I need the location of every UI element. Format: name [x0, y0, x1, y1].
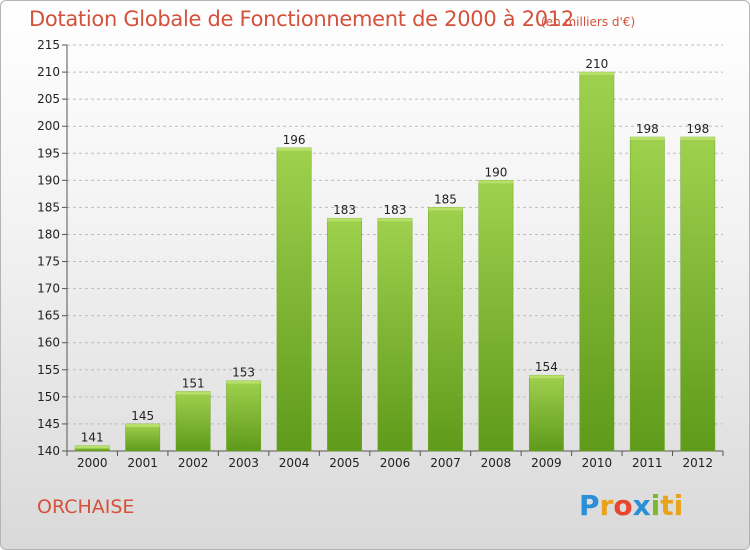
- bar-2004: [276, 147, 312, 452]
- bar-highlight-2004: [276, 147, 312, 151]
- x-tick-label-2008: 2008: [481, 456, 512, 470]
- bar-highlight-2012: [680, 137, 715, 141]
- y-tick-label: 210: [37, 65, 60, 79]
- x-tick-label-2011: 2011: [632, 456, 663, 470]
- bar-highlight-2010: [579, 72, 615, 76]
- x-tick-label-2010: 2010: [582, 456, 613, 470]
- bar-highlight-2001: [125, 423, 160, 427]
- bar-highlight-2006: [377, 218, 413, 222]
- value-label-2008: 190: [484, 165, 507, 179]
- chart-subtitle: (en milliers d'€): [541, 15, 636, 29]
- x-tick-label-2006: 2006: [380, 456, 411, 470]
- value-labels: 141 145 151 153 196 183 183 185 190 154 210 198 198: [81, 57, 709, 445]
- bar-highlight-2007: [428, 207, 463, 211]
- bar-highlight-2002: [175, 391, 211, 395]
- y-tick-label: 145: [37, 417, 60, 431]
- value-label-2010: 210: [585, 57, 608, 71]
- commune-name: ORCHAISE: [37, 496, 135, 518]
- bar-highlight-2011: [630, 137, 665, 141]
- bar-2007: [428, 207, 463, 452]
- y-tick-label: 155: [37, 363, 60, 377]
- value-label-2003: 153: [232, 366, 255, 380]
- y-tick-label: 150: [37, 390, 60, 404]
- value-label-2004: 196: [283, 133, 306, 147]
- logo-letter-4: x: [632, 489, 651, 522]
- bar-2006: [377, 217, 413, 452]
- bar-highlight-2008: [478, 180, 514, 184]
- value-label-2005: 183: [333, 203, 356, 217]
- bars: [74, 71, 716, 452]
- bar-2001: [125, 423, 161, 452]
- y-tick-label: 170: [37, 282, 60, 296]
- bar-2005: [327, 217, 362, 452]
- bar-2008: [478, 180, 514, 452]
- y-tick-label: 185: [37, 200, 60, 214]
- x-tick-label-2000: 2000: [77, 456, 108, 470]
- x-tick-label-2012: 2012: [682, 456, 713, 470]
- logo-letter-2: r: [599, 489, 614, 522]
- x-tick-label-2002: 2002: [178, 456, 209, 470]
- bar-2002: [175, 391, 211, 452]
- y-tick-label: 215: [37, 38, 60, 52]
- value-label-2000: 141: [81, 431, 104, 445]
- y-tick-label: 200: [37, 119, 60, 133]
- x-tick-label-2005: 2005: [329, 456, 360, 470]
- bar-2012: [680, 136, 716, 452]
- logo-letter-6: ti: [660, 489, 684, 522]
- y-tick-label: 180: [37, 227, 60, 241]
- y-tick-label: 205: [37, 92, 60, 106]
- value-label-2012: 198: [686, 122, 709, 136]
- y-tick-label: 195: [37, 146, 60, 160]
- proxiti-logo[interactable]: Proxiti: [579, 489, 683, 522]
- x-tick-label-2003: 2003: [228, 456, 259, 470]
- x-tick-label-2007: 2007: [430, 456, 461, 470]
- bar-highlight-2009: [529, 375, 564, 379]
- value-label-2006: 183: [384, 203, 407, 217]
- x-tick-label-2001: 2001: [127, 456, 158, 470]
- value-label-2002: 151: [182, 376, 205, 390]
- bar-2009: [528, 374, 564, 452]
- y-tick-label: 140: [37, 444, 60, 458]
- bar-2010: [579, 71, 615, 452]
- bar-highlight-2000: [75, 445, 110, 449]
- bar-2003: [226, 380, 262, 452]
- chart-title: Dotation Globale de Fonctionnement de 20…: [29, 7, 574, 31]
- tick-labels: 1401451501551601651701751801851901952002…: [37, 38, 713, 470]
- value-label-2011: 198: [636, 122, 659, 136]
- y-tick-label: 175: [37, 255, 60, 269]
- bar-highlight-2005: [327, 218, 362, 222]
- value-label-2001: 145: [131, 409, 154, 423]
- y-tick-label: 165: [37, 309, 60, 323]
- logo-letter-1: P: [579, 489, 600, 522]
- logo-letter-5: i: [650, 489, 661, 522]
- y-tick-label: 160: [37, 336, 60, 350]
- bar-2011: [629, 136, 665, 452]
- logo-letter-3: o: [613, 489, 633, 522]
- x-tick-label-2004: 2004: [279, 456, 310, 470]
- value-label-2009: 154: [535, 360, 558, 374]
- value-label-2007: 185: [434, 192, 457, 206]
- bar-highlight-2003: [226, 380, 261, 384]
- x-tick-label-2009: 2009: [531, 456, 562, 470]
- y-tick-label: 190: [37, 173, 60, 187]
